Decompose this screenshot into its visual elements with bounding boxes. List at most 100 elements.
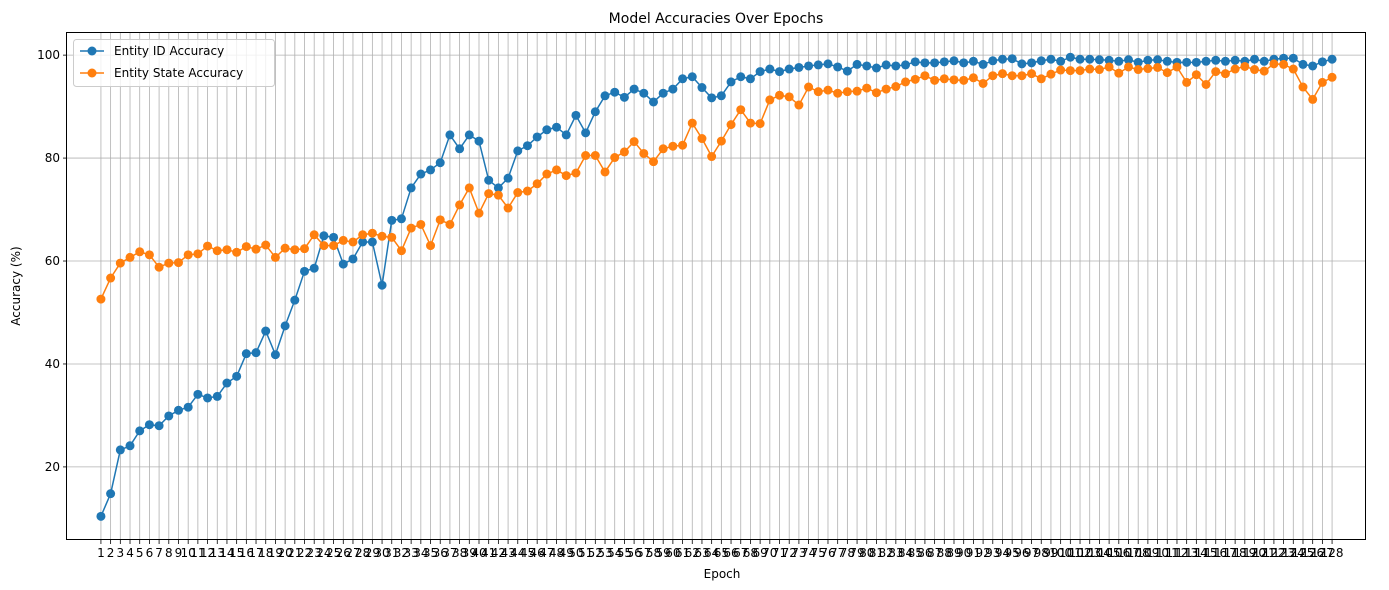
x-tick-label: 65: [714, 546, 729, 560]
legend-label-entity-state: Entity State Accuracy: [114, 66, 243, 80]
data-point: [1191, 70, 1201, 80]
x-tick-label: 105: [1098, 546, 1121, 560]
data-point: [135, 426, 145, 436]
data-point: [1327, 54, 1337, 64]
data-point: [396, 246, 406, 256]
data-point: [542, 125, 552, 135]
x-tick-label: 5: [136, 546, 144, 560]
x-tick-label: 115: [1195, 546, 1218, 560]
data-point: [426, 241, 436, 251]
x-tick-label: 44: [510, 546, 525, 560]
x-tick-label: 117: [1214, 546, 1237, 560]
x-tick-label: 71: [772, 546, 787, 560]
data-point: [222, 378, 232, 388]
data-point: [348, 237, 358, 247]
data-point: [1075, 66, 1085, 76]
x-axis-ticks: 1 2 3 4 5 6 7 8 91011121314151617181920212223242…: [97, 540, 1344, 560]
data-point: [1220, 69, 1230, 79]
data-point: [629, 84, 639, 94]
data-point: [203, 393, 213, 403]
data-point: [212, 246, 222, 256]
x-tick-label: 45: [520, 546, 535, 560]
x-tick-label: 9: [175, 546, 183, 560]
data-point: [968, 56, 978, 66]
data-point: [697, 83, 707, 93]
data-point: [823, 59, 833, 69]
x-tick-label: 48: [549, 546, 564, 560]
data-point: [338, 235, 348, 245]
x-tick-label: 20: [277, 546, 292, 560]
data-point: [542, 169, 552, 179]
data-point: [1075, 54, 1085, 64]
data-point: [813, 60, 823, 70]
x-tick-label: 121: [1253, 546, 1276, 560]
x-tick-label: 22: [297, 546, 312, 560]
data-point: [1240, 61, 1250, 71]
series-line: [100, 63, 1333, 300]
x-axis-label: Epoch: [704, 567, 741, 581]
data-point: [862, 83, 872, 93]
data-point: [581, 128, 591, 138]
data-point: [406, 183, 416, 193]
x-tick-label: 6: [146, 546, 154, 560]
data-point: [1007, 54, 1017, 64]
data-point: [164, 258, 174, 268]
x-tick-label: 125: [1292, 546, 1315, 560]
data-point: [978, 78, 988, 88]
x-tick-label: 120: [1243, 546, 1266, 560]
legend-marker-entity-state: [87, 68, 97, 78]
x-tick-label: 64: [704, 546, 719, 560]
data-point: [532, 179, 542, 189]
data-point: [1230, 55, 1240, 65]
data-point: [1153, 55, 1163, 65]
data-point: [493, 183, 503, 193]
data-point: [1027, 69, 1037, 79]
data-point: [1191, 57, 1201, 67]
data-point: [329, 232, 339, 242]
data-point: [784, 64, 794, 74]
data-point: [871, 63, 881, 73]
x-tick-label: 36: [433, 546, 448, 560]
data-point: [959, 75, 969, 85]
data-point: [241, 349, 251, 359]
x-tick-label: 15: [229, 546, 244, 560]
x-tick-label: 13: [210, 546, 225, 560]
data-point: [251, 348, 261, 358]
x-tick-label: 16: [239, 546, 254, 560]
data-point: [1201, 79, 1211, 89]
series-entity-state-accuracy: [96, 59, 1337, 304]
plot-area-frame: [66, 32, 1366, 540]
data-point: [775, 90, 785, 100]
data-point: [513, 146, 523, 156]
data-point: [881, 84, 891, 94]
data-point: [193, 249, 203, 259]
data-point: [1036, 74, 1046, 84]
data-point: [745, 74, 755, 84]
data-point: [387, 232, 397, 242]
legend-box: [73, 39, 275, 87]
data-point: [1046, 69, 1056, 79]
data-point: [164, 411, 174, 421]
data-point: [610, 87, 620, 97]
x-tick-label: 107: [1117, 546, 1140, 560]
y-tick-label: 80: [45, 151, 60, 165]
data-point: [862, 61, 872, 71]
x-tick-label: 14: [219, 546, 234, 560]
data-point: [590, 107, 600, 117]
x-tick-label: 49: [559, 546, 574, 560]
data-point: [251, 244, 261, 254]
data-point: [464, 183, 474, 193]
x-tick-label: 56: [626, 546, 641, 560]
x-tick-label: 88: [937, 546, 952, 560]
data-point: [629, 137, 639, 147]
y-tick-label: 20: [45, 460, 60, 474]
data-point: [687, 72, 697, 82]
x-tick-label: 27: [345, 546, 360, 560]
x-tick-label: 39: [462, 546, 477, 560]
x-tick-label: 76: [820, 546, 835, 560]
data-point: [1114, 56, 1124, 66]
data-point: [426, 165, 436, 175]
x-tick-label: 2: [107, 546, 115, 560]
